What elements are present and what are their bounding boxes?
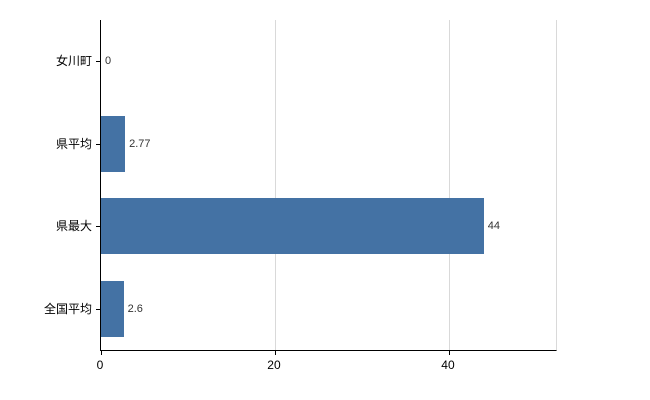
category-label-3: 県最大: [55, 219, 92, 234]
y-axis-tick: [96, 61, 100, 63]
x-axis-tick: [101, 350, 102, 355]
y-axis-tick: [96, 143, 100, 145]
x-axis-tick-label: 20: [267, 358, 281, 372]
x-axis-tick: [448, 350, 450, 355]
x-axis-tick-label: 0: [96, 358, 104, 372]
category-label-1: 女川町: [55, 54, 92, 69]
x-axis-tick-label: 40: [441, 358, 455, 372]
bar-value-label: 2.77: [129, 137, 151, 150]
gridline-x-40: [448, 20, 450, 350]
category-label-2: 県平均: [55, 136, 92, 151]
y-axis-tick: [96, 308, 100, 310]
bar-value-label: 44: [487, 220, 501, 233]
bar-value-label: 0: [105, 55, 112, 68]
bar-4: [101, 280, 124, 337]
bar-value-label: 2.6: [127, 302, 143, 315]
x-axis-tick: [274, 350, 276, 355]
bar-3: [101, 198, 484, 255]
gridline-x-20: [274, 20, 276, 350]
y-axis-tick: [96, 226, 100, 228]
bar-2: [101, 115, 126, 172]
category-label-4: 全国平均: [43, 301, 92, 316]
plot-area: 0 2.77 44 2.6: [96, 20, 557, 355]
